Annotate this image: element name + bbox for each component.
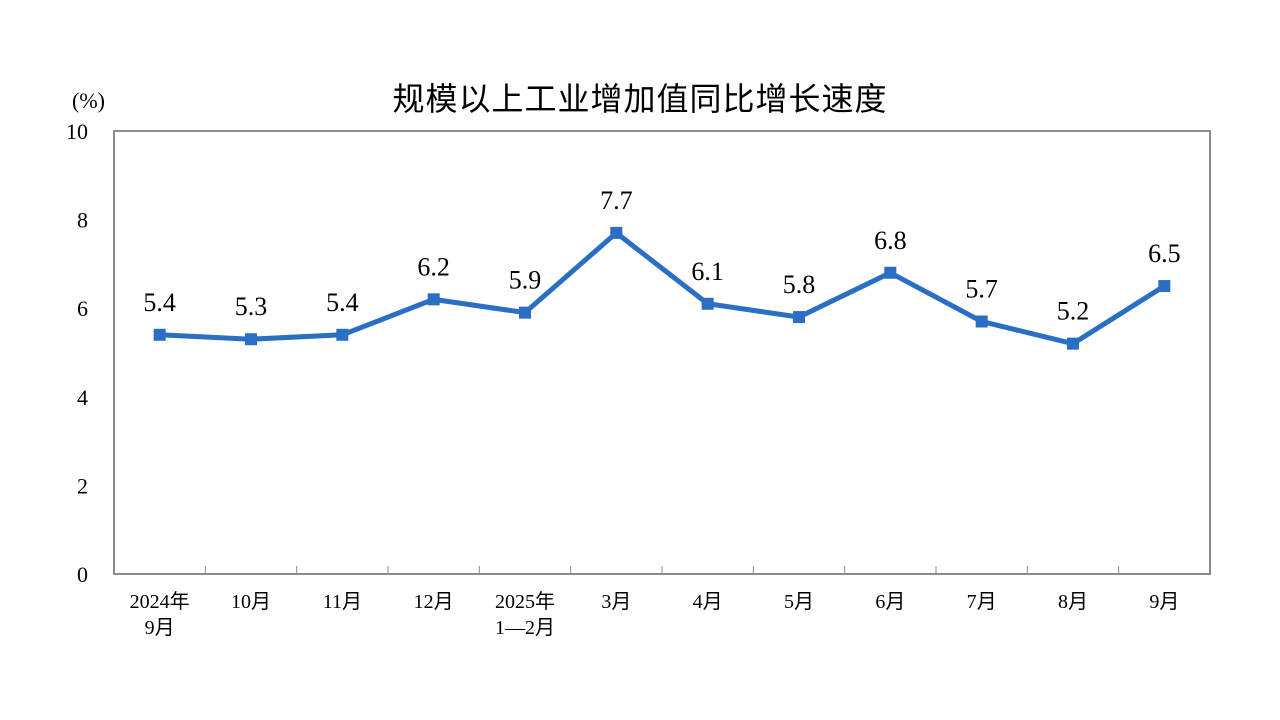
data-point-marker: [793, 311, 805, 324]
x-tick-label: 9月: [1149, 591, 1179, 613]
data-label: 6.2: [417, 252, 450, 281]
data-label: 6.5: [1148, 239, 1181, 268]
data-label: 5.8: [783, 270, 816, 299]
x-tick-label: 11月: [323, 591, 362, 613]
y-tick-label: 2: [77, 473, 88, 498]
data-point-marker: [610, 226, 623, 239]
data-label: 7.7: [600, 186, 633, 215]
y-tick-label: 10: [66, 119, 88, 144]
data-label: 5.2: [1057, 297, 1090, 326]
data-label: 5.4: [143, 288, 176, 317]
data-point-marker: [1067, 337, 1079, 350]
y-tick-label: 6: [77, 296, 88, 321]
data-point-marker: [245, 333, 257, 346]
data-point-marker: [1158, 280, 1171, 293]
x-tick-label: 12月: [414, 591, 454, 613]
data-label: 5.4: [326, 288, 359, 317]
y-tick-label: 0: [77, 562, 88, 587]
series-line: [159, 229, 1166, 347]
x-tick-label: 8月: [1058, 591, 1088, 613]
data-point-marker: [336, 328, 349, 341]
x-tick-label: 10月: [231, 591, 271, 613]
chart-title: 规模以上工业增加值同比增长速度: [392, 80, 888, 118]
x-tick-label: 2025年 1—2月: [495, 590, 555, 639]
data-point-marker: [975, 315, 988, 328]
data-label: 6.8: [874, 226, 907, 255]
plot-area-frame: [113, 130, 1211, 575]
data-label: 5.9: [509, 266, 542, 295]
data-point-marker: [427, 293, 440, 306]
x-tick-label: 5月: [784, 591, 814, 613]
y-tick-label: 8: [77, 208, 88, 233]
x-tick-label: 3月: [601, 591, 631, 613]
x-tick-label: 7月: [967, 591, 997, 613]
y-tick-label: 4: [77, 385, 88, 410]
data-point-marker: [519, 306, 531, 319]
data-label: 6.1: [691, 257, 724, 286]
data-point-marker: [153, 328, 166, 341]
data-point-marker: [884, 266, 897, 279]
data-point-marker: [701, 297, 714, 310]
x-tick-label: 6月: [875, 591, 905, 613]
data-label: 5.7: [965, 274, 998, 303]
data-label: 5.3: [235, 292, 268, 321]
y-axis-unit-label: (%): [72, 88, 105, 113]
x-tick-label: 2024年 9月: [130, 590, 190, 639]
x-tick-label: 4月: [693, 591, 723, 613]
